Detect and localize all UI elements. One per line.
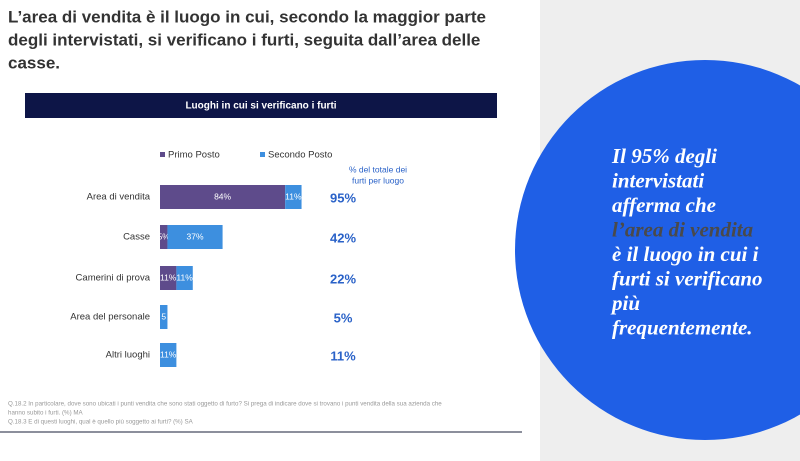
headline: L’area di vendita è il luogo in cui, sec… <box>8 7 486 26</box>
footnote: Q.18.3 E di questi luoghi, qual è quello… <box>8 419 194 426</box>
headline: casse. <box>8 53 60 72</box>
bar-segment <box>176 266 193 290</box>
bar-value-label: 37% <box>187 231 204 241</box>
bar-segment <box>160 266 177 290</box>
total-value: 42% <box>330 230 356 245</box>
sidebar-quote: più <box>610 291 640 315</box>
footnote: hanno subito i furti. (%) MA <box>8 410 83 417</box>
sidebar-quote: frequentemente. <box>612 315 753 339</box>
total-value: 95% <box>330 190 356 205</box>
legend-label: Secondo Posto <box>268 150 332 161</box>
bar-segment <box>160 305 168 329</box>
category-label: Altri luoghi <box>106 350 150 361</box>
category-label: Casse <box>123 232 150 243</box>
bar-value-label: 11% <box>176 272 193 282</box>
bar-segment <box>285 185 302 209</box>
total-value: 11% <box>330 348 356 363</box>
bar-segment <box>160 225 168 249</box>
sidebar-quote: intervistati <box>612 168 704 192</box>
bar-segment <box>160 185 286 209</box>
category-label: Area di vendita <box>87 192 151 203</box>
category-label: Camerini di prova <box>76 273 151 284</box>
chart-title: Luoghi in cui si verificano i furti <box>185 101 336 112</box>
bar-value-label: 11% <box>160 272 177 282</box>
legend-swatch <box>260 152 265 157</box>
total-value: 5% <box>334 310 353 325</box>
sidebar-quote: è il luogo in cui i <box>612 242 759 266</box>
totals-title: furti per luogo <box>352 175 404 185</box>
chart-title-bar <box>25 93 497 118</box>
totals-title: % del totale dei <box>349 164 407 174</box>
legend-label: Primo Posto <box>168 150 220 161</box>
sidebar-quote: afferma che <box>612 193 716 217</box>
bar-segment <box>167 225 223 249</box>
headline: degli intervistati, si verificano i furt… <box>8 30 480 49</box>
bar-value-label: 5% <box>158 231 171 241</box>
category-label: Area del personale <box>70 312 150 323</box>
total-value: 22% <box>330 271 356 286</box>
sidebar-circle <box>515 60 800 440</box>
bar-value-label: 11% <box>285 191 302 201</box>
bar-value-label: 84% <box>214 191 231 201</box>
legend-swatch <box>160 152 165 157</box>
bar-value-label: 11% <box>160 349 177 359</box>
sidebar-quote: Il 95% degli <box>611 144 717 168</box>
bar-segment <box>160 343 177 367</box>
sidebar-quote: furti si verificano <box>612 266 763 290</box>
footnote: Q.18.2 In particolare, dove sono ubicati… <box>8 401 442 408</box>
bar-value-label: 5 <box>161 311 166 321</box>
sidebar-quote: l’area di vendita <box>612 217 753 241</box>
